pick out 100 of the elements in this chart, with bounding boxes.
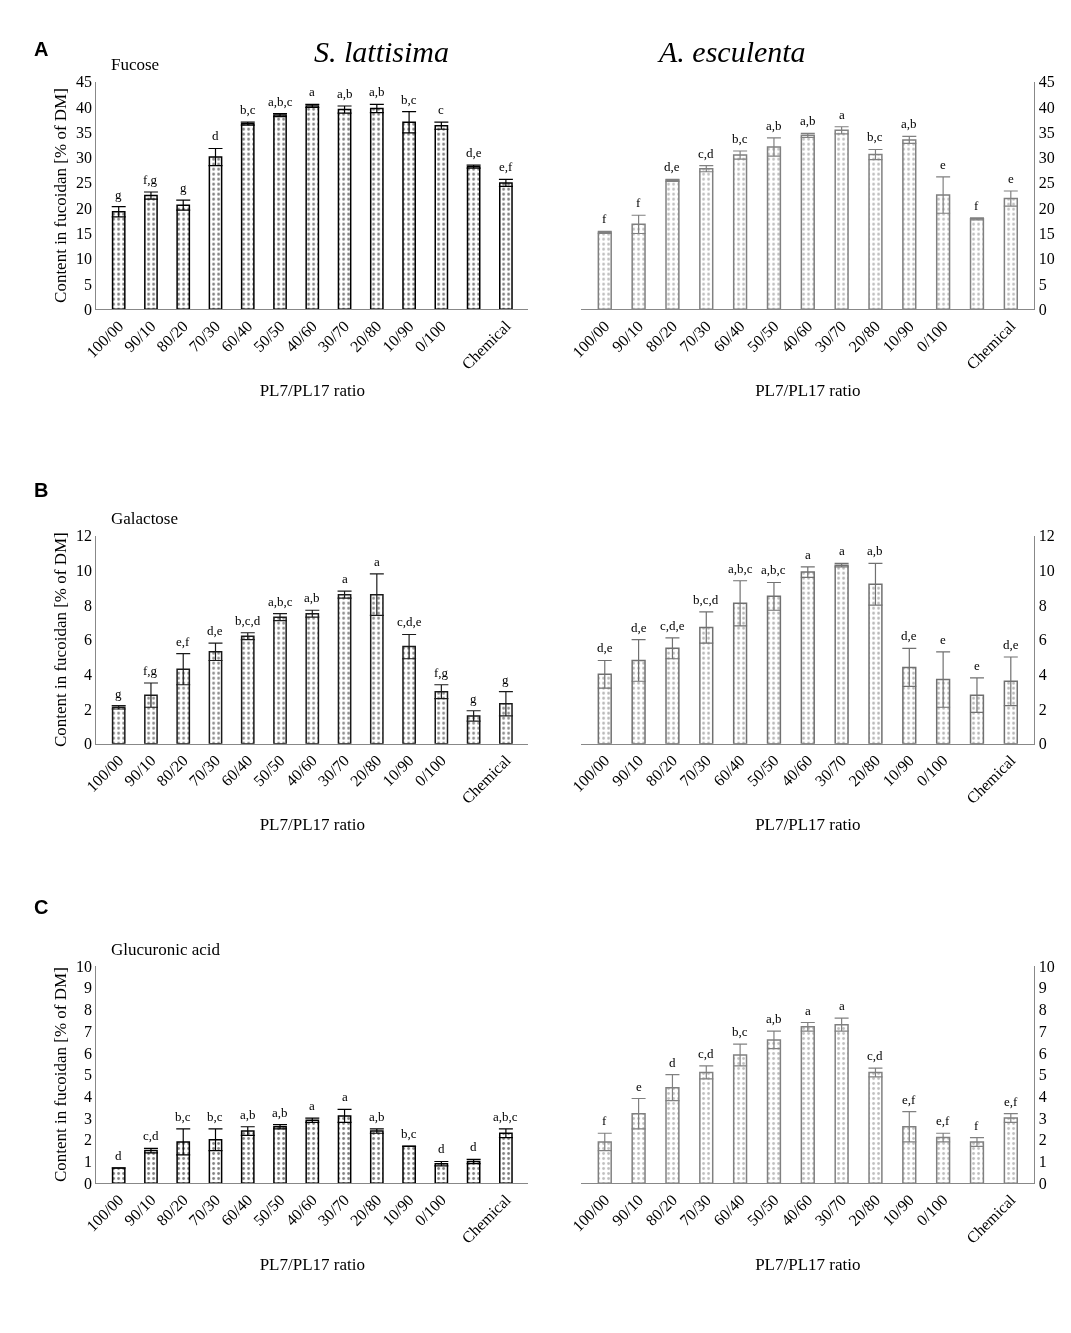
data-label: c,d [698,146,715,161]
bar [466,165,481,310]
bar [337,593,352,744]
data-label: d,e [664,159,680,174]
data-label: a [309,1098,315,1113]
y-tick-label: 2 [83,1131,92,1149]
data-label: f [602,211,607,226]
bar [240,122,255,310]
bar [402,1145,416,1184]
data-label: d,e [207,623,223,638]
y-tick-label: 9 [83,979,92,997]
data-label: d,e [1003,637,1019,652]
data-label: f [974,198,979,213]
y-tick-label: 30 [75,149,92,167]
y2-tick-label: 40 [1038,98,1055,116]
x-axis-title: PL7/PL17 ratio [755,1254,861,1274]
chart-title: S. lattisima [314,35,450,68]
data-label: b,c,d [235,613,261,628]
bar [499,182,513,310]
bar [305,105,320,310]
y-tick-label: 2 [83,700,92,718]
data-label: a,b [766,118,782,133]
text: A [34,38,49,60]
bar [240,1130,255,1184]
y2-tick-label: 10 [1038,250,1055,268]
y-tick-label: 0 [83,1174,92,1192]
data-label: d [115,1148,122,1163]
data-label: a,b [766,1011,782,1026]
data-label: c,d [698,1046,715,1061]
bar [466,1160,481,1184]
y-tick-label: 1 [83,1153,92,1171]
data-label: a [805,547,811,562]
y-tick-label: 0 [83,300,92,318]
y2-tick-label: 10 [1038,957,1055,975]
y-tick-label: 10 [75,561,92,579]
data-label: f [602,1113,607,1128]
chart-subtitle: Galactose [111,509,179,528]
y2-tick-label: 2 [1038,700,1047,718]
y-tick-label: 35 [75,123,92,141]
y-axis-title: Content in fucoidan [% of DM] [51,88,71,303]
data-label: a,b,c [268,94,293,109]
y2-tick-label: 25 [1038,174,1055,192]
data-label: e [974,658,980,673]
bar [111,1167,126,1184]
y2-tick-label: 9 [1038,979,1047,997]
data-label: e,f [936,1113,951,1128]
y-tick-label: 5 [83,1066,92,1084]
y-tick-label: 45 [75,73,92,91]
y2-tick-label: 4 [1038,1087,1047,1105]
data-label: d,e [631,620,647,635]
y2-tick-label: 6 [1038,1044,1047,1062]
y-tick-label: 4 [83,665,92,683]
data-label: f [636,195,641,210]
data-label: g [180,180,187,195]
data-label: b,c [175,1109,191,1124]
bar [111,210,126,310]
y-tick-label: 6 [83,631,92,649]
y2-tick-label: 0 [1038,1174,1047,1192]
data-label: a,b [369,1109,385,1124]
data-label: d,e [597,640,613,655]
bar [273,114,287,310]
bar [337,108,352,310]
data-label: e,f [902,1092,917,1107]
data-label: a,b [901,116,917,131]
data-label: f,g [434,665,449,680]
data-label: b,c [867,129,883,144]
y2-tick-label: 4 [1038,665,1047,683]
data-label: a,b,c [268,594,293,609]
y-tick-label: 10 [75,250,92,268]
data-label: a,b,c [761,562,786,577]
data-label: e [1008,171,1014,186]
bar [305,612,320,744]
chart-title: A. esculenta [657,35,806,68]
y-tick-label: 4 [83,1087,92,1105]
data-label: b,c [732,131,748,146]
bar [369,1130,384,1184]
data-label: c,d,e [660,618,685,633]
data-label: a [805,1003,811,1018]
bar [369,107,384,310]
y2-tick-label: 0 [1038,300,1047,318]
text: B [34,479,49,501]
y-axis-title: Content in fucoidan [% of DM] [51,532,71,748]
data-label: b,c,d [693,592,719,607]
data-label: b,c [401,1126,417,1141]
data-label: g [470,691,477,706]
chart-subtitle: Glucuronic acid [111,940,221,959]
data-label: e,f [499,159,514,174]
data-label: a [839,107,845,122]
data-label: b,c [401,92,417,107]
y2-tick-label: 5 [1038,275,1047,293]
y2-tick-label: 5 [1038,1066,1047,1084]
data-label: a [839,543,845,558]
data-label: e,f [1004,1094,1019,1109]
data-label: c,d [867,1048,884,1063]
y-tick-label: 7 [83,1022,92,1040]
bar [111,706,126,744]
y2-tick-label: 12 [1038,527,1055,545]
data-label: d [438,1141,445,1156]
x-axis-title: PL7/PL17 ratio [259,1254,365,1274]
data-label: d,e [901,628,917,643]
